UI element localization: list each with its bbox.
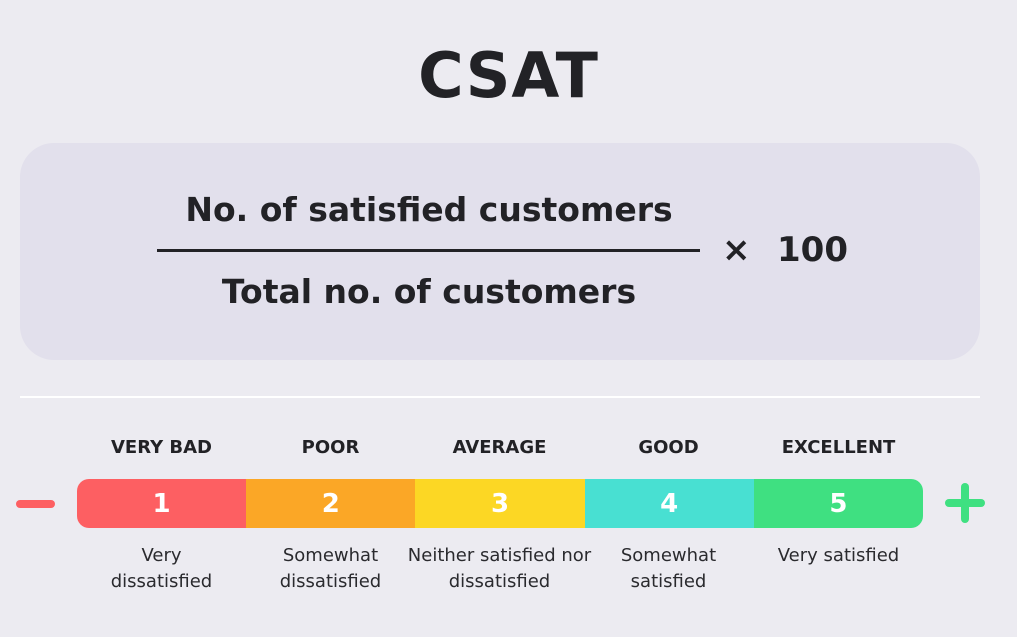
minus-icon: [16, 500, 55, 508]
rating-segment-4: 4: [584, 479, 754, 528]
rating-segment-2: 2: [246, 479, 416, 528]
scale-description: Somewhat dissatisfied: [279, 545, 382, 592]
rating-segment-1: 1: [77, 479, 247, 528]
scale-label: GOOD: [638, 437, 699, 458]
scale-label: EXCELLENT: [781, 437, 896, 458]
scale-description: Somewhat satisfied: [620, 545, 717, 592]
formula-numerator: No. of satisfied customers: [185, 190, 673, 229]
formula-denominator: Total no. of customers: [221, 272, 637, 311]
scale-label: VERY BAD: [111, 437, 212, 458]
multiply-icon: ×: [722, 230, 751, 270]
scale-description: Very satisfied: [777, 545, 900, 566]
rating-scale-bar: 1 2 3 4 5: [77, 479, 923, 528]
scale-description: Neither satisfied nor dissatisfied: [407, 545, 592, 592]
scale-label: POOR: [301, 437, 360, 458]
rating-segment-3: 3: [415, 479, 585, 528]
fraction-line: [157, 249, 700, 252]
page-title: CSAT: [418, 39, 599, 112]
divider: [20, 396, 980, 398]
plus-icon: [945, 483, 985, 523]
formula-multiplier: 100: [777, 230, 848, 270]
scale-label: AVERAGE: [452, 437, 547, 458]
scale-description: Very dissatisfied: [110, 545, 213, 592]
rating-segment-5: 5: [753, 479, 923, 528]
